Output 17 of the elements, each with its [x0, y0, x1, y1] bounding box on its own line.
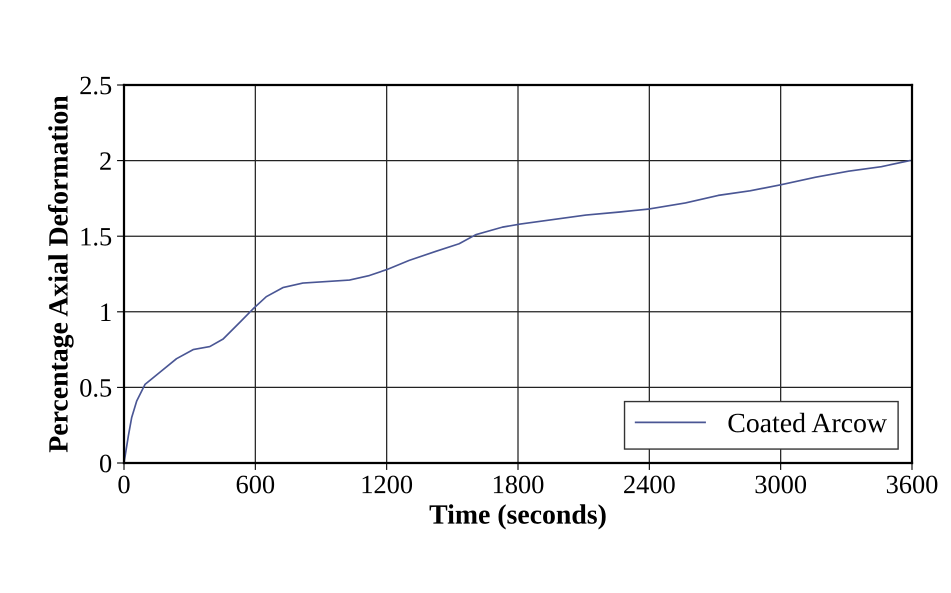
- y-tick-label: 2: [100, 152, 111, 170]
- x-axis-title: Time (seconds): [430, 504, 606, 530]
- y-tick-label: 2.5: [80, 76, 112, 95]
- x-tick-label: 0: [118, 476, 130, 494]
- x-tick-label: 1200: [362, 476, 412, 494]
- x-tick-label: 3600: [886, 476, 938, 494]
- y-tick-label: 1.5: [82, 228, 112, 246]
- x-tick-label: 3000: [756, 476, 806, 494]
- y-tick-label: 0.5: [80, 379, 112, 397]
- x-tick-label: 1800: [494, 476, 544, 494]
- line-series: [124, 160, 911, 463]
- x-tick-label: 2400: [624, 476, 675, 494]
- legend-label: Coated Arcow: [728, 412, 887, 432]
- y-tick-label: 1: [101, 304, 111, 321]
- y-axis-title: Percentage Axial Deformation: [48, 96, 74, 452]
- x-tick-label: 600: [236, 476, 274, 494]
- y-tick-label: 0: [100, 454, 112, 472]
